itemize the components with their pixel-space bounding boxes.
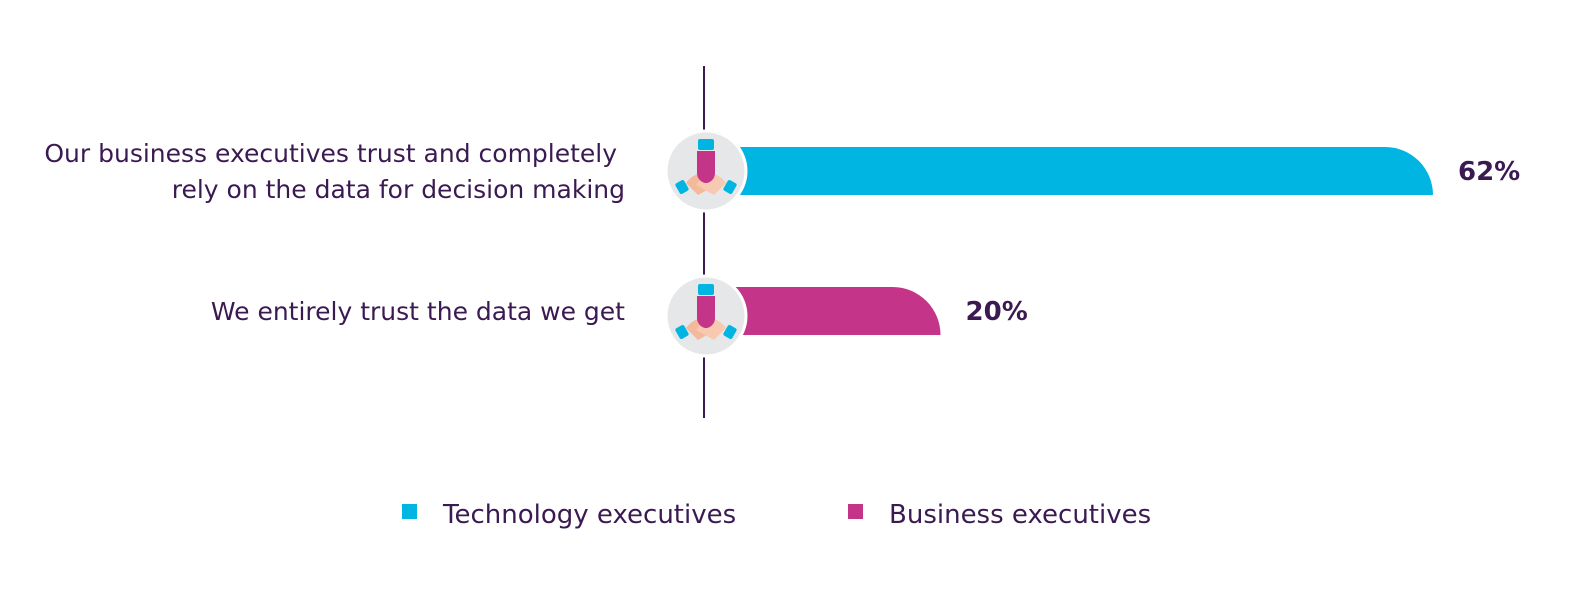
legend-label-business: Business executives [889,500,1151,530]
legend-label-technology: Technology executives [442,500,736,530]
category-label-2: We entirely trust the data we get [211,297,625,326]
value-label-1: 62% [1458,157,1520,187]
legend-swatch-business [848,504,863,519]
legend-swatch-technology [402,504,417,519]
bar-1 [706,147,1433,195]
handshake-icon [664,129,748,213]
handshake-icon [664,274,748,358]
category-label-1: Our business executives trust and comple… [44,139,625,204]
value-label-2: 20% [966,297,1028,327]
legend: Technology executives Business executive… [402,500,1151,530]
bar-2 [706,287,941,335]
